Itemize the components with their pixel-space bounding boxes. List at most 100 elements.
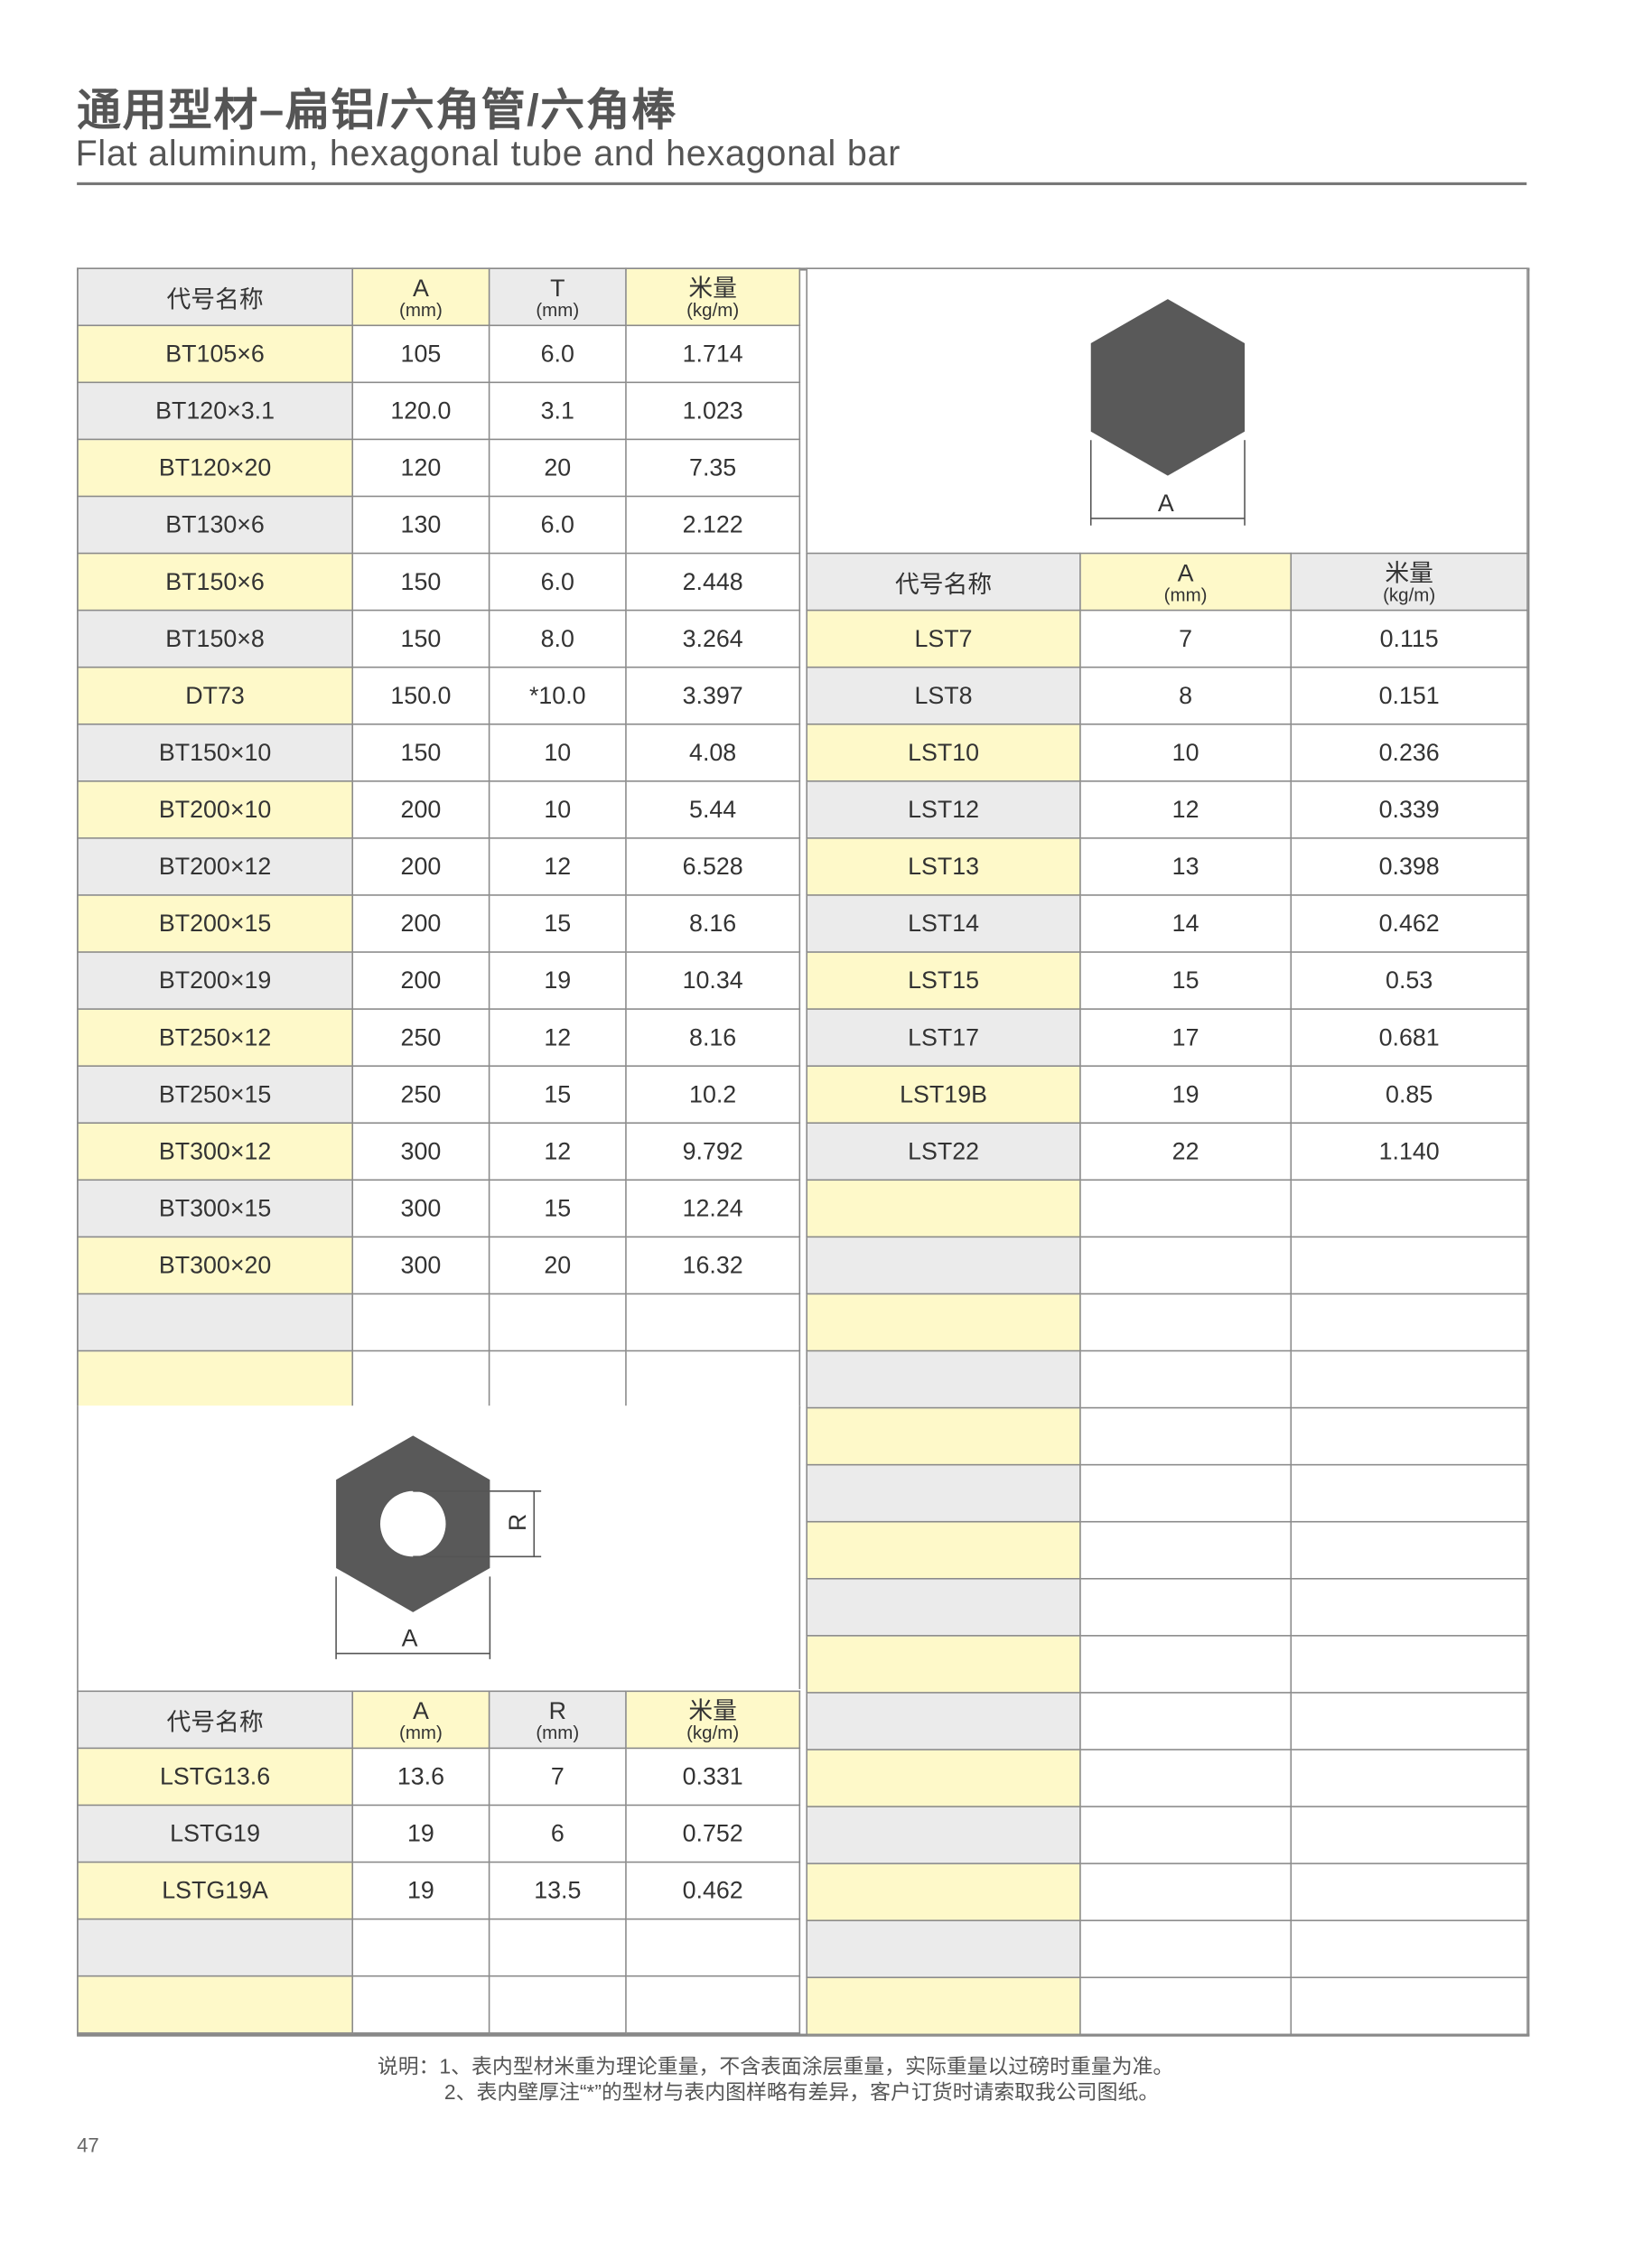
value-cell: 19 (351, 1804, 490, 1863)
header-row: 代号名称 A (mm) R (mm) 米量 (kg/m) (77, 1690, 801, 1750)
table-row: LST10 10 0.236 (806, 723, 1528, 782)
product-code-cell: DT73 (77, 666, 354, 725)
value-cell (351, 1293, 490, 1352)
hex-tube-hole (379, 1490, 446, 1557)
value-cell (625, 1349, 801, 1409)
value-cell: 13.5 (488, 1861, 627, 1920)
value-cell: 200 (351, 894, 490, 953)
value-cell: 15 (1079, 951, 1293, 1010)
product-code-cell: LST15 (806, 951, 1081, 1010)
value-cell: 0.681 (1290, 1008, 1528, 1067)
value-cell: 8.0 (488, 609, 627, 668)
column-header: 代号名称 (77, 1690, 354, 1750)
table-row: LST14 14 0.462 (806, 894, 1528, 953)
table-row (77, 1293, 801, 1352)
value-cell: 0.331 (625, 1747, 801, 1807)
value-cell: 120 (351, 438, 490, 498)
value-cell (1079, 1406, 1293, 1466)
product-code-cell: LST8 (806, 666, 1081, 725)
value-cell: 6.0 (488, 495, 627, 555)
table-row: BT120×3.1 120.0 3.1 1.023 (77, 381, 801, 441)
table-row: BT130×6 130 6.0 2.122 (77, 495, 801, 555)
value-cell (1290, 1179, 1528, 1238)
value-cell (1079, 1635, 1293, 1694)
table-row: BT300×20 300 20 16.32 (77, 1236, 801, 1295)
table-row: LST13 13 0.398 (806, 837, 1528, 896)
column-header: 代号名称 (806, 552, 1081, 612)
value-cell: 15 (488, 1065, 627, 1125)
value-cell: 12 (488, 1008, 627, 1067)
product-code-cell: BT300×20 (77, 1236, 354, 1295)
table-row: BT120×20 120 20 7.35 (77, 438, 801, 498)
column-unit: (mm) (536, 298, 580, 320)
column-header: T (mm) (488, 267, 627, 327)
value-cell: 17 (1079, 1008, 1293, 1067)
product-code-cell: BT120×20 (77, 438, 354, 498)
dimension-label-a: A (401, 1625, 418, 1652)
value-cell: 3.1 (488, 381, 627, 441)
table-row: LST8 8 0.151 (806, 666, 1528, 725)
value-cell: 7 (488, 1747, 627, 1807)
hex-bar-diagram: A (806, 267, 1528, 553)
value-cell (1079, 1349, 1293, 1409)
value-cell: 6.0 (488, 552, 627, 612)
column-header: 米量 (kg/m) (625, 1690, 801, 1750)
column-label: 米量 (1385, 558, 1433, 586)
value-cell (351, 1975, 490, 2034)
column-label: 米量 (688, 274, 737, 302)
table-row: DT73 150.0 *10.0 3.397 (77, 666, 801, 725)
table-row: LST12 12 0.339 (806, 780, 1528, 839)
value-cell: 0.53 (1290, 951, 1528, 1010)
table-row (77, 1918, 801, 1977)
value-cell: 0.236 (1290, 723, 1528, 782)
value-cell (1290, 1463, 1528, 1523)
value-cell: 300 (351, 1122, 490, 1181)
product-code-cell: BT200×19 (77, 951, 354, 1010)
table-row: LSTG13.6 13.6 7 0.331 (77, 1747, 801, 1807)
table-row (806, 1635, 1528, 1694)
table-row: BT200×19 200 19 10.34 (77, 951, 801, 1010)
flat-aluminum-table: 代号名称 A (mm) T (mm) 米量 (kg/m) BT105×6 105 6.0 1.714… (77, 267, 801, 1409)
value-cell (1290, 1863, 1528, 1921)
value-cell: 20 (488, 1236, 627, 1295)
value-cell (351, 1918, 490, 1977)
product-code-cell (806, 1179, 1081, 1238)
column-unit: (mm) (536, 1721, 580, 1743)
value-cell (1079, 1806, 1293, 1864)
product-code-cell (77, 1349, 354, 1409)
value-cell: 105 (351, 324, 490, 384)
value-cell: 1.023 (625, 381, 801, 441)
value-cell: 150 (351, 609, 490, 668)
value-cell: 8.16 (625, 894, 801, 953)
column-header: A (mm) (351, 1690, 490, 1750)
value-cell: 4.08 (625, 723, 801, 782)
notes: 说明：1、表内型材米重为理论重量，不含表面涂层重量，实际重量以过磅时重量为准。 … (378, 2055, 1173, 2106)
product-code-cell: LSTG19A (77, 1861, 354, 1920)
table-row: LST15 15 0.53 (806, 951, 1528, 1010)
column-label: 代号名称 (166, 1709, 264, 1736)
value-cell (625, 1975, 801, 2034)
product-code-cell (806, 1406, 1081, 1466)
product-code-cell (806, 1520, 1081, 1580)
table-row (77, 1975, 801, 2034)
value-cell (1290, 1577, 1528, 1637)
column-label: 代号名称 (894, 571, 993, 599)
table-row (806, 1577, 1528, 1637)
table-row (77, 1349, 801, 1409)
table-row: BT300×12 300 12 9.792 (77, 1122, 801, 1181)
product-code-cell (806, 1692, 1081, 1751)
product-code-cell: BT300×12 (77, 1122, 354, 1181)
value-cell: 12 (488, 837, 627, 896)
value-cell: 14 (1079, 894, 1293, 953)
value-cell (1290, 1236, 1528, 1295)
column-label: 米量 (688, 1696, 737, 1724)
product-code-cell (806, 1749, 1081, 1807)
table-row (806, 1863, 1528, 1921)
value-cell: 19 (1079, 1065, 1293, 1125)
product-code-cell (806, 1635, 1081, 1694)
table-row: LST19B 19 0.85 (806, 1065, 1528, 1125)
value-cell: 300 (351, 1236, 490, 1295)
value-cell: 12 (1079, 780, 1293, 839)
value-cell: 150.0 (351, 666, 490, 725)
